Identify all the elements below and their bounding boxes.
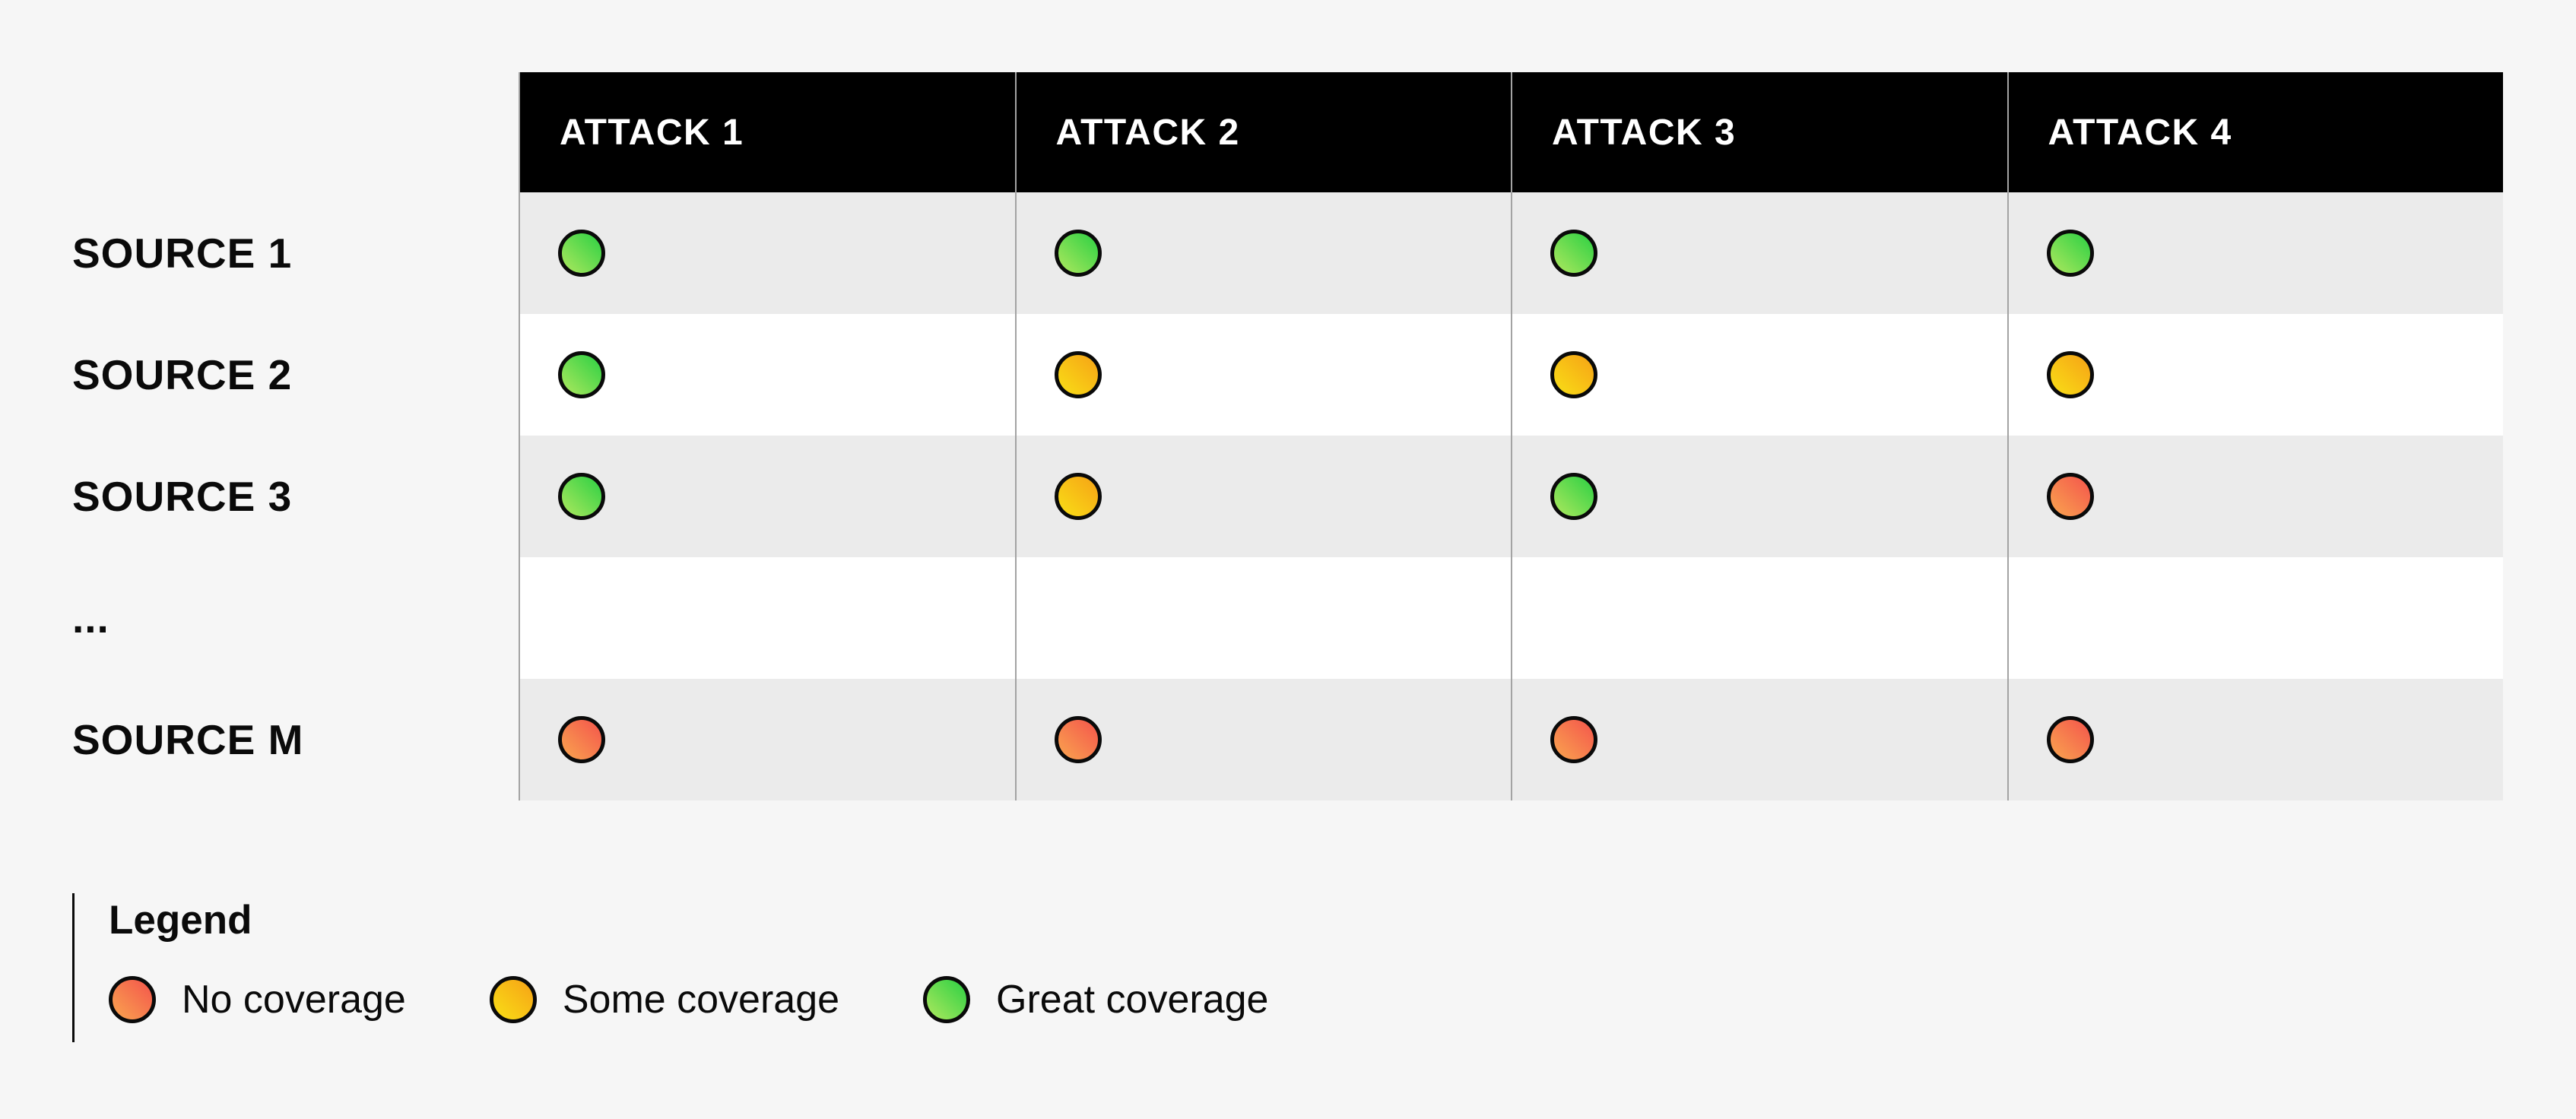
column-header-attack-3: ATTACK 3 [1511, 72, 2007, 192]
matrix-cell [1511, 557, 2007, 679]
matrix-cell [2007, 314, 2504, 436]
matrix-cell [1511, 679, 2007, 800]
matrix-cell [519, 557, 1015, 679]
matrix-cell [519, 314, 1015, 436]
coverage-dot-no [2046, 473, 2094, 520]
matrix-cell [1511, 192, 2007, 314]
coverage-dot-no [1550, 716, 1597, 763]
column-header-attack-2: ATTACK 2 [1014, 72, 1512, 192]
matrix-cell [2007, 436, 2504, 557]
table-row [519, 436, 2503, 557]
legend: Legend No coverage Some coverage Great cov… [72, 893, 1268, 1042]
column-header-attack-4: ATTACK 4 [2007, 72, 2504, 192]
row-label-1: SOURCE 1 [72, 230, 293, 277]
coverage-matrix-table: ATTACK 1 ATTACK 2 ATTACK 3 ATTACK 4 [519, 72, 2503, 800]
matrix-cell [2007, 557, 2504, 679]
table-row [519, 314, 2503, 436]
column-header-attack-1: ATTACK 1 [519, 72, 1015, 192]
coverage-dot-some [1054, 351, 1102, 398]
coverage-dot-great [2046, 230, 2094, 277]
matrix-cell [2007, 192, 2504, 314]
coverage-dot-some-legend [489, 975, 537, 1023]
matrix-cell [519, 192, 1015, 314]
matrix-cell [1511, 314, 2007, 436]
coverage-dot-great-legend [923, 975, 971, 1023]
matrix-cell [1511, 436, 2007, 557]
row-label-2: SOURCE 2 [72, 351, 293, 398]
matrix-cell [1014, 314, 1512, 436]
coverage-dot-some [2046, 351, 2094, 398]
legend-item-label: Great coverage [996, 977, 1269, 1022]
coverage-dot-great [558, 351, 605, 398]
matrix-cell [1014, 192, 1512, 314]
table-row [519, 557, 2503, 679]
matrix-cell [1014, 557, 1512, 679]
row-label-3: SOURCE 3 [72, 473, 293, 520]
legend-title: Legend [109, 898, 252, 943]
legend-items: No coverage Some coverage Great coverage [109, 975, 1269, 1023]
row-label-4: ... [72, 594, 109, 642]
coverage-dot-great [1550, 230, 1597, 277]
legend-item-label: Some coverage [562, 977, 840, 1022]
row-label-5: SOURCE M [72, 716, 304, 763]
table-row [519, 192, 2503, 314]
coverage-dot-great [1550, 473, 1597, 520]
coverage-dot-no [1054, 716, 1102, 763]
coverage-dot-great [558, 230, 605, 277]
legend-item-no-coverage: No coverage [109, 975, 406, 1023]
table-row [519, 679, 2503, 800]
legend-item-some-coverage: Some coverage [489, 975, 840, 1023]
matrix-cell [2007, 679, 2504, 800]
matrix-cell [1014, 436, 1512, 557]
coverage-dot-no-legend [109, 975, 156, 1023]
coverage-dot-some [1550, 351, 1597, 398]
coverage-dot-some [1054, 473, 1102, 520]
table-header-row: ATTACK 1 ATTACK 2 ATTACK 3 ATTACK 4 [519, 72, 2503, 192]
matrix-cell [1014, 679, 1512, 800]
legend-item-great-coverage: Great coverage [923, 975, 1269, 1023]
table-body [519, 192, 2503, 800]
coverage-dot-no [558, 716, 605, 763]
coverage-dot-great [1054, 230, 1102, 277]
legend-item-label: No coverage [182, 977, 406, 1022]
coverage-dot-no [2046, 716, 2094, 763]
coverage-dot-great [558, 473, 605, 520]
matrix-cell [519, 436, 1015, 557]
matrix-cell [519, 679, 1015, 800]
